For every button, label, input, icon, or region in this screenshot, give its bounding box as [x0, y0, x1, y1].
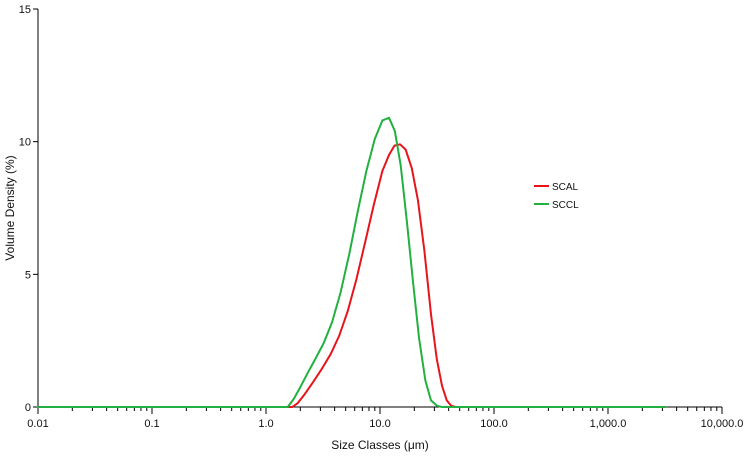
data-point-sccl [306, 373, 309, 375]
data-point-scal [404, 148, 407, 151]
data-point-sccl [348, 252, 351, 254]
data-point-scal [393, 144, 396, 147]
data-point-sccl [441, 406, 443, 408]
data-point-scal [410, 167, 413, 169]
data-point-sccl [299, 386, 302, 388]
data-point-sccl [286, 406, 289, 408]
data-point-scal [417, 199, 419, 201]
y-tick-label: 15 [19, 4, 31, 16]
series-line-sccl [38, 116, 666, 408]
data-point-sccl [412, 281, 414, 284]
data-point-scal [381, 170, 384, 172]
data-point-sccl [424, 379, 427, 382]
data-point-scal [364, 241, 366, 244]
data-point-sccl [493, 406, 495, 408]
x-tick-label: 0.1 [144, 418, 159, 430]
axes: 0.01 0.1 1.0 10.0 100.0 1,000.0 10,000.0 0 5 10 15 [19, 4, 744, 430]
data-point-sccl [314, 358, 316, 361]
data-point-sccl [406, 220, 408, 223]
data-point-sccl [418, 337, 420, 339]
legend-label-sccl: SCCL [552, 200, 579, 211]
legend: SCAL SCCL [534, 182, 579, 211]
y-axis-title: Volume Density (%) [3, 155, 17, 260]
data-point-sccl [436, 404, 438, 407]
data-point-sccl [331, 321, 333, 323]
data-point-sccl [292, 398, 295, 400]
data-point-scal [321, 367, 323, 370]
y-tick-label: 0 [25, 402, 31, 414]
data-point-scal [430, 313, 432, 315]
y-tick-label: 5 [25, 269, 31, 281]
data-point-scal [346, 310, 349, 313]
data-point-scal [312, 380, 315, 383]
x-tick-label: 100.0 [480, 418, 508, 430]
data-point-scal [291, 406, 294, 408]
legend-label-scal: SCAL [552, 182, 579, 193]
data-point-sccl [388, 116, 390, 119]
data-point-sccl [381, 119, 384, 122]
series-layer [37, 116, 667, 408]
data-point-sccl [664, 406, 667, 408]
x-tick-label: 1,000.0 [590, 418, 627, 430]
data-point-scal [296, 402, 299, 404]
x-tick-label: 1.0 [258, 418, 273, 430]
data-point-sccl [322, 342, 325, 345]
data-point-scal [329, 353, 332, 355]
data-point-sccl [365, 170, 368, 172]
data-point-sccl [357, 209, 359, 212]
data-point-scal [372, 204, 375, 207]
data-point-sccl [373, 138, 376, 140]
data-point-scal [388, 154, 390, 156]
data-point-sccl [430, 399, 432, 402]
data-point-scal [423, 249, 426, 252]
series-line-scal [38, 143, 666, 408]
data-point-scal [441, 384, 443, 387]
data-point-scal [399, 143, 401, 146]
data-point-sccl [399, 164, 402, 167]
data-point-scal [445, 399, 448, 402]
data-point-scal [304, 392, 306, 395]
x-tick-label: 10.0 [369, 418, 390, 430]
x-tick-label: 10,000.0 [701, 418, 744, 430]
y-tick-label: 10 [19, 137, 31, 149]
data-point-scal [355, 278, 358, 281]
x-axis-title: Size Classes (μm) [331, 438, 429, 452]
data-point-scal [436, 358, 438, 361]
data-point-scal [338, 334, 341, 337]
data-point-sccl [394, 130, 396, 132]
data-point-sccl [37, 406, 39, 408]
x-tick-label: 0.01 [27, 418, 48, 430]
data-point-sccl [339, 292, 342, 294]
